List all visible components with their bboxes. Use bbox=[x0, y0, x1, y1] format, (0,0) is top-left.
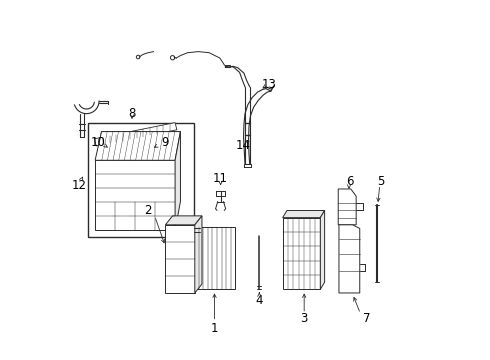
Text: 12: 12 bbox=[72, 179, 87, 192]
Text: 8: 8 bbox=[128, 107, 136, 120]
Polygon shape bbox=[175, 132, 180, 230]
Polygon shape bbox=[95, 132, 180, 160]
Polygon shape bbox=[166, 225, 195, 293]
Polygon shape bbox=[166, 216, 202, 225]
Text: 4: 4 bbox=[256, 294, 263, 307]
Text: 1: 1 bbox=[211, 322, 218, 335]
Polygon shape bbox=[96, 132, 180, 160]
Polygon shape bbox=[195, 216, 202, 293]
Text: 13: 13 bbox=[262, 78, 277, 91]
Polygon shape bbox=[283, 211, 324, 218]
Polygon shape bbox=[95, 123, 177, 146]
Polygon shape bbox=[339, 225, 360, 293]
Bar bbox=[194, 226, 235, 289]
Polygon shape bbox=[283, 218, 320, 289]
Polygon shape bbox=[320, 211, 324, 289]
Text: 9: 9 bbox=[162, 136, 169, 149]
Text: 2: 2 bbox=[144, 204, 151, 217]
Text: 10: 10 bbox=[91, 136, 105, 149]
Polygon shape bbox=[95, 160, 175, 230]
Text: 11: 11 bbox=[213, 172, 228, 185]
Text: 6: 6 bbox=[346, 175, 354, 188]
Text: 14: 14 bbox=[236, 139, 251, 152]
Polygon shape bbox=[338, 189, 356, 225]
Bar bbox=[88, 123, 194, 237]
Text: 5: 5 bbox=[378, 175, 385, 188]
Text: 7: 7 bbox=[363, 311, 370, 325]
Text: 3: 3 bbox=[300, 311, 308, 325]
